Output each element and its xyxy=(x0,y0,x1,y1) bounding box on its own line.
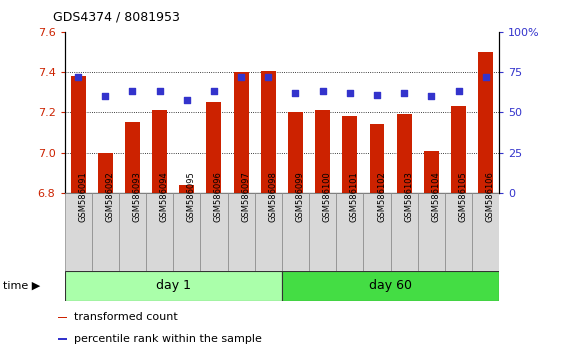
Text: GSM586104: GSM586104 xyxy=(431,171,440,222)
Bar xyxy=(58,316,67,318)
Bar xyxy=(451,106,466,193)
Point xyxy=(346,90,355,96)
Point xyxy=(73,74,82,80)
Bar xyxy=(65,271,282,301)
Bar xyxy=(315,110,330,193)
Bar xyxy=(364,193,390,271)
Text: GSM586096: GSM586096 xyxy=(214,171,223,222)
Bar xyxy=(173,193,200,271)
Text: transformed count: transformed count xyxy=(74,312,178,322)
Bar xyxy=(71,76,86,193)
Point xyxy=(454,88,463,94)
Bar xyxy=(424,151,439,193)
Bar xyxy=(234,72,249,193)
Bar xyxy=(152,110,167,193)
Bar xyxy=(342,116,357,193)
Bar xyxy=(125,122,140,193)
Bar xyxy=(390,193,418,271)
Bar xyxy=(119,193,146,271)
Point xyxy=(128,88,137,94)
Text: GSM586106: GSM586106 xyxy=(486,171,495,222)
Bar xyxy=(418,193,445,271)
Point xyxy=(291,90,300,96)
Bar xyxy=(309,193,336,271)
Bar xyxy=(65,193,91,271)
Point xyxy=(481,74,490,80)
Text: time ▶: time ▶ xyxy=(3,281,40,291)
Point xyxy=(373,92,381,97)
Bar xyxy=(261,71,276,193)
Point xyxy=(427,93,436,99)
Point xyxy=(399,90,408,96)
Text: GSM586092: GSM586092 xyxy=(105,171,114,222)
Bar xyxy=(282,271,499,301)
Bar xyxy=(228,193,255,271)
Text: GSM586095: GSM586095 xyxy=(187,171,196,222)
Text: GSM586102: GSM586102 xyxy=(377,171,386,222)
Text: GSM586099: GSM586099 xyxy=(296,171,305,222)
Bar xyxy=(397,114,412,193)
Point xyxy=(318,88,327,94)
Bar xyxy=(282,193,309,271)
Bar xyxy=(370,125,384,193)
Bar xyxy=(336,193,364,271)
Point xyxy=(209,88,218,94)
Bar xyxy=(146,193,173,271)
Bar xyxy=(58,338,67,340)
Bar xyxy=(206,102,222,193)
Text: GDS4374 / 8081953: GDS4374 / 8081953 xyxy=(53,11,180,24)
Text: day 60: day 60 xyxy=(369,279,412,292)
Point xyxy=(237,74,246,80)
Text: GSM586101: GSM586101 xyxy=(350,171,359,222)
Point xyxy=(182,97,191,102)
Point xyxy=(264,74,273,80)
Bar xyxy=(478,52,493,193)
Text: day 1: day 1 xyxy=(156,279,191,292)
Text: GSM586093: GSM586093 xyxy=(132,171,141,222)
Text: GSM586091: GSM586091 xyxy=(78,171,87,222)
Text: percentile rank within the sample: percentile rank within the sample xyxy=(74,334,262,344)
Text: GSM586103: GSM586103 xyxy=(404,171,413,222)
Text: GSM586098: GSM586098 xyxy=(268,171,277,222)
Text: GSM586105: GSM586105 xyxy=(458,171,467,222)
Bar xyxy=(98,153,113,193)
Text: GSM586100: GSM586100 xyxy=(323,171,332,222)
Point xyxy=(155,88,164,94)
Bar xyxy=(288,113,303,193)
Bar xyxy=(180,185,194,193)
Text: GSM586097: GSM586097 xyxy=(241,171,250,222)
Bar xyxy=(91,193,119,271)
Bar xyxy=(255,193,282,271)
Bar xyxy=(472,193,499,271)
Bar xyxy=(200,193,228,271)
Text: GSM586094: GSM586094 xyxy=(160,171,169,222)
Bar xyxy=(445,193,472,271)
Point xyxy=(101,93,110,99)
